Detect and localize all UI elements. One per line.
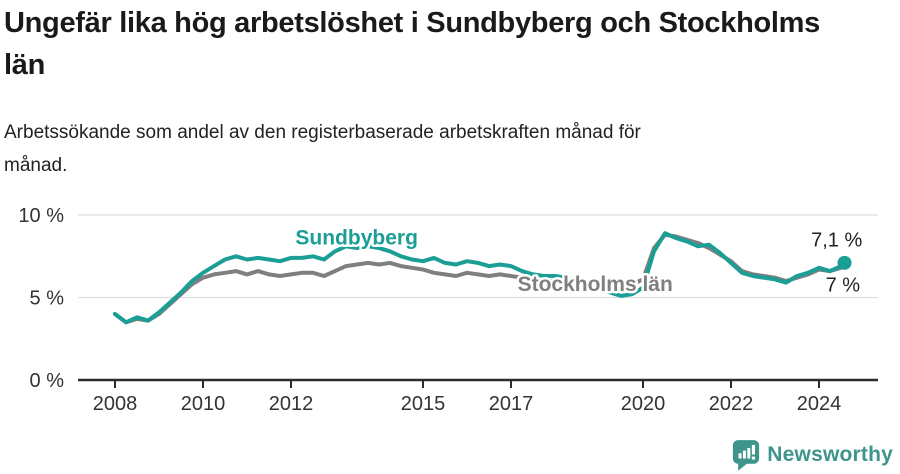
x-tick-label: 2017 — [489, 393, 534, 415]
end-value-label: 7,1 % — [811, 229, 862, 251]
y-tick-label: 5 % — [30, 288, 65, 310]
newsworthy-brand-link[interactable]: Newsworthy — [732, 439, 893, 471]
x-tick-label: 2012 — [269, 393, 314, 415]
chart-title: Ungefär lika hög arbetslöshet i Sundbybe… — [4, 7, 820, 81]
newsworthy-brand-name: Newsworthy — [767, 443, 893, 466]
x-tick-label: 2015 — [401, 393, 446, 415]
newsworthy-bar-chart-bubble-icon — [733, 440, 760, 471]
end-value-label: 7 % — [826, 275, 861, 297]
x-tick-label: 2024 — [797, 393, 842, 415]
series-line-stockholms-l-n — [113, 232, 847, 325]
series-line-sundbyberg — [113, 231, 847, 325]
series-label: Sundbyberg — [295, 227, 418, 250]
series-end-dot — [837, 255, 852, 270]
x-tick-label: 2020 — [621, 393, 666, 415]
series-label: Stockholms län — [518, 273, 673, 296]
x-tick-label: 2022 — [709, 393, 754, 415]
x-tick-label: 2010 — [181, 393, 226, 415]
y-tick-label: 10 % — [18, 205, 64, 227]
line-chart: 0 % 5 % 10 % 2008 2010 2012 2015 2017 2020 2022 20… — [0, 190, 900, 430]
y-tick-label: 0 % — [30, 370, 65, 392]
unemployment-line-chart-svg: 0 % 5 % 10 % 2008 2010 2012 2015 2017 2020 2022 20… — [18, 205, 878, 415]
x-tick-label: 2008 — [93, 393, 138, 415]
chart-subtitle: Arbetssökande som andel av den registerb… — [4, 122, 641, 176]
